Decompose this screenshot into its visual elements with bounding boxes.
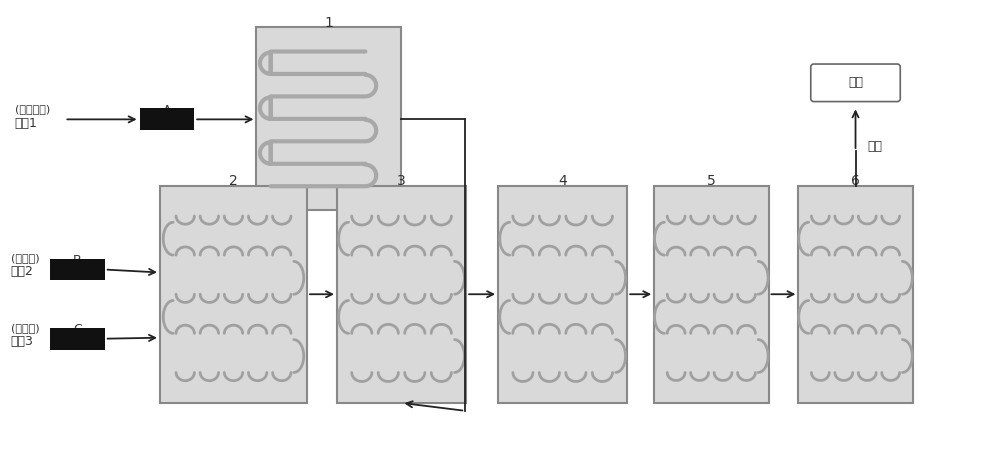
Bar (50, 328, 105, 350)
Text: B: B (73, 254, 82, 267)
Bar (160, 186, 307, 403)
Text: (浓硝酸): (浓硝酸) (11, 253, 39, 263)
Bar (798, 186, 913, 403)
Text: 产品: 产品 (848, 76, 863, 89)
Text: (浓硫酸): (浓硫酸) (11, 323, 39, 333)
Text: A: A (163, 104, 171, 117)
Text: (邻二氯苯): (邻二氯苯) (15, 105, 50, 114)
Bar (337, 186, 466, 403)
Text: 物料1: 物料1 (15, 117, 38, 130)
Bar (654, 186, 768, 403)
Text: 物料2: 物料2 (11, 265, 34, 278)
Text: 物料3: 物料3 (11, 335, 34, 348)
Bar (498, 186, 627, 403)
Text: C: C (73, 323, 82, 336)
Bar (256, 27, 401, 210)
Text: 2: 2 (229, 174, 238, 188)
FancyBboxPatch shape (811, 64, 900, 101)
Text: 1: 1 (324, 16, 333, 30)
Text: 3: 3 (397, 174, 406, 188)
Text: 5: 5 (707, 174, 716, 188)
Text: 处理: 处理 (867, 139, 882, 152)
Bar (50, 259, 105, 281)
Bar (140, 108, 194, 130)
Text: 6: 6 (851, 174, 860, 188)
Text: 4: 4 (558, 174, 567, 188)
